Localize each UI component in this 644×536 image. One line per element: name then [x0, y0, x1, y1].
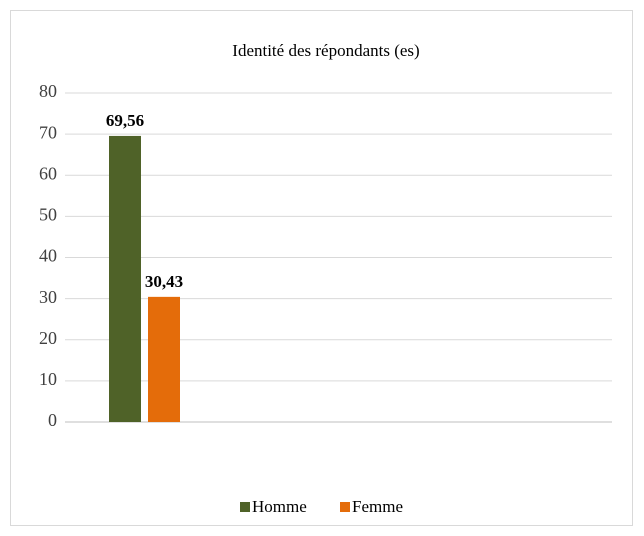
y-tick-label: 70 [39, 122, 57, 142]
y-tick-label: 20 [39, 328, 57, 348]
bar [148, 296, 180, 422]
y-tick-label: 0 [48, 410, 57, 430]
chart-title: Identité des répondants (es) [232, 41, 419, 60]
chart-border [10, 10, 633, 526]
data-label: 30,43 [145, 272, 183, 291]
y-tick-label: 10 [39, 369, 57, 389]
legend-label: Femme [352, 497, 403, 516]
legend-label: Homme [252, 497, 307, 516]
data-label: 69,56 [106, 111, 144, 130]
y-tick-label: 40 [39, 246, 57, 266]
y-tick-label: 50 [39, 205, 57, 225]
legend-swatch [340, 502, 350, 512]
y-tick-label: 80 [39, 81, 57, 101]
y-tick-label: 30 [39, 287, 57, 307]
y-tick-label: 60 [39, 163, 57, 183]
bar [109, 135, 141, 422]
legend-swatch [240, 502, 250, 512]
